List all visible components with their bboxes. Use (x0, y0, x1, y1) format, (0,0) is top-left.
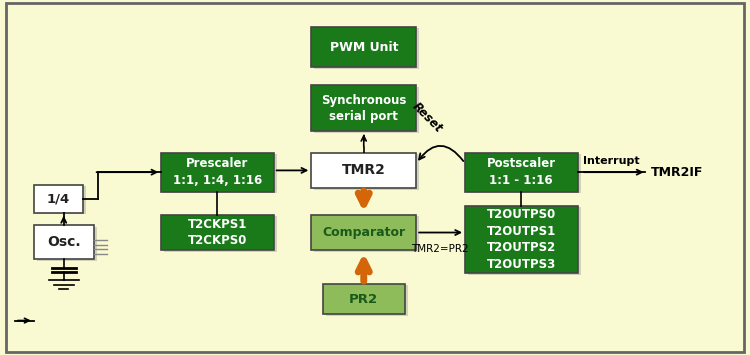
Text: TMR2: TMR2 (342, 163, 386, 178)
Text: Prescaler
1:1, 1:4, 1:16: Prescaler 1:1, 1:4, 1:16 (172, 157, 262, 187)
FancyBboxPatch shape (311, 85, 416, 131)
Text: Reset: Reset (410, 99, 446, 135)
Text: Osc.: Osc. (47, 235, 80, 249)
FancyBboxPatch shape (311, 27, 416, 67)
Text: Comparator: Comparator (322, 226, 405, 239)
Text: TMR2=PR2: TMR2=PR2 (412, 244, 469, 254)
FancyBboxPatch shape (314, 216, 419, 252)
FancyBboxPatch shape (37, 227, 97, 261)
FancyBboxPatch shape (314, 87, 419, 133)
FancyBboxPatch shape (34, 185, 82, 213)
Text: TMR2IF: TMR2IF (651, 166, 704, 179)
Text: PR2: PR2 (350, 293, 378, 306)
FancyBboxPatch shape (465, 153, 578, 192)
Text: Synchronous
serial port: Synchronous serial port (321, 93, 406, 123)
FancyArrowPatch shape (419, 146, 464, 161)
FancyBboxPatch shape (164, 216, 277, 252)
Text: 1/4: 1/4 (46, 192, 70, 205)
FancyBboxPatch shape (465, 206, 578, 273)
FancyBboxPatch shape (468, 207, 580, 275)
FancyBboxPatch shape (322, 284, 405, 314)
FancyBboxPatch shape (311, 215, 416, 250)
FancyBboxPatch shape (161, 153, 274, 192)
FancyBboxPatch shape (37, 186, 86, 214)
Text: PWM Unit: PWM Unit (329, 40, 398, 54)
Text: T2OUTPS0
T2OUTPS1
T2OUTPS2
T2OUTPS3: T2OUTPS0 T2OUTPS1 T2OUTPS2 T2OUTPS3 (487, 208, 556, 271)
FancyBboxPatch shape (326, 285, 408, 316)
FancyBboxPatch shape (161, 215, 274, 250)
FancyBboxPatch shape (468, 154, 580, 193)
FancyBboxPatch shape (34, 225, 94, 259)
FancyBboxPatch shape (314, 28, 419, 69)
FancyBboxPatch shape (164, 154, 277, 193)
Text: Interrupt: Interrupt (583, 156, 640, 166)
FancyBboxPatch shape (311, 153, 416, 188)
FancyBboxPatch shape (314, 154, 419, 190)
Text: Postscaler
1:1 - 1:16: Postscaler 1:1 - 1:16 (487, 157, 556, 187)
FancyBboxPatch shape (6, 3, 744, 352)
Text: T2CKPS1
T2CKPS0: T2CKPS1 T2CKPS0 (188, 218, 248, 247)
